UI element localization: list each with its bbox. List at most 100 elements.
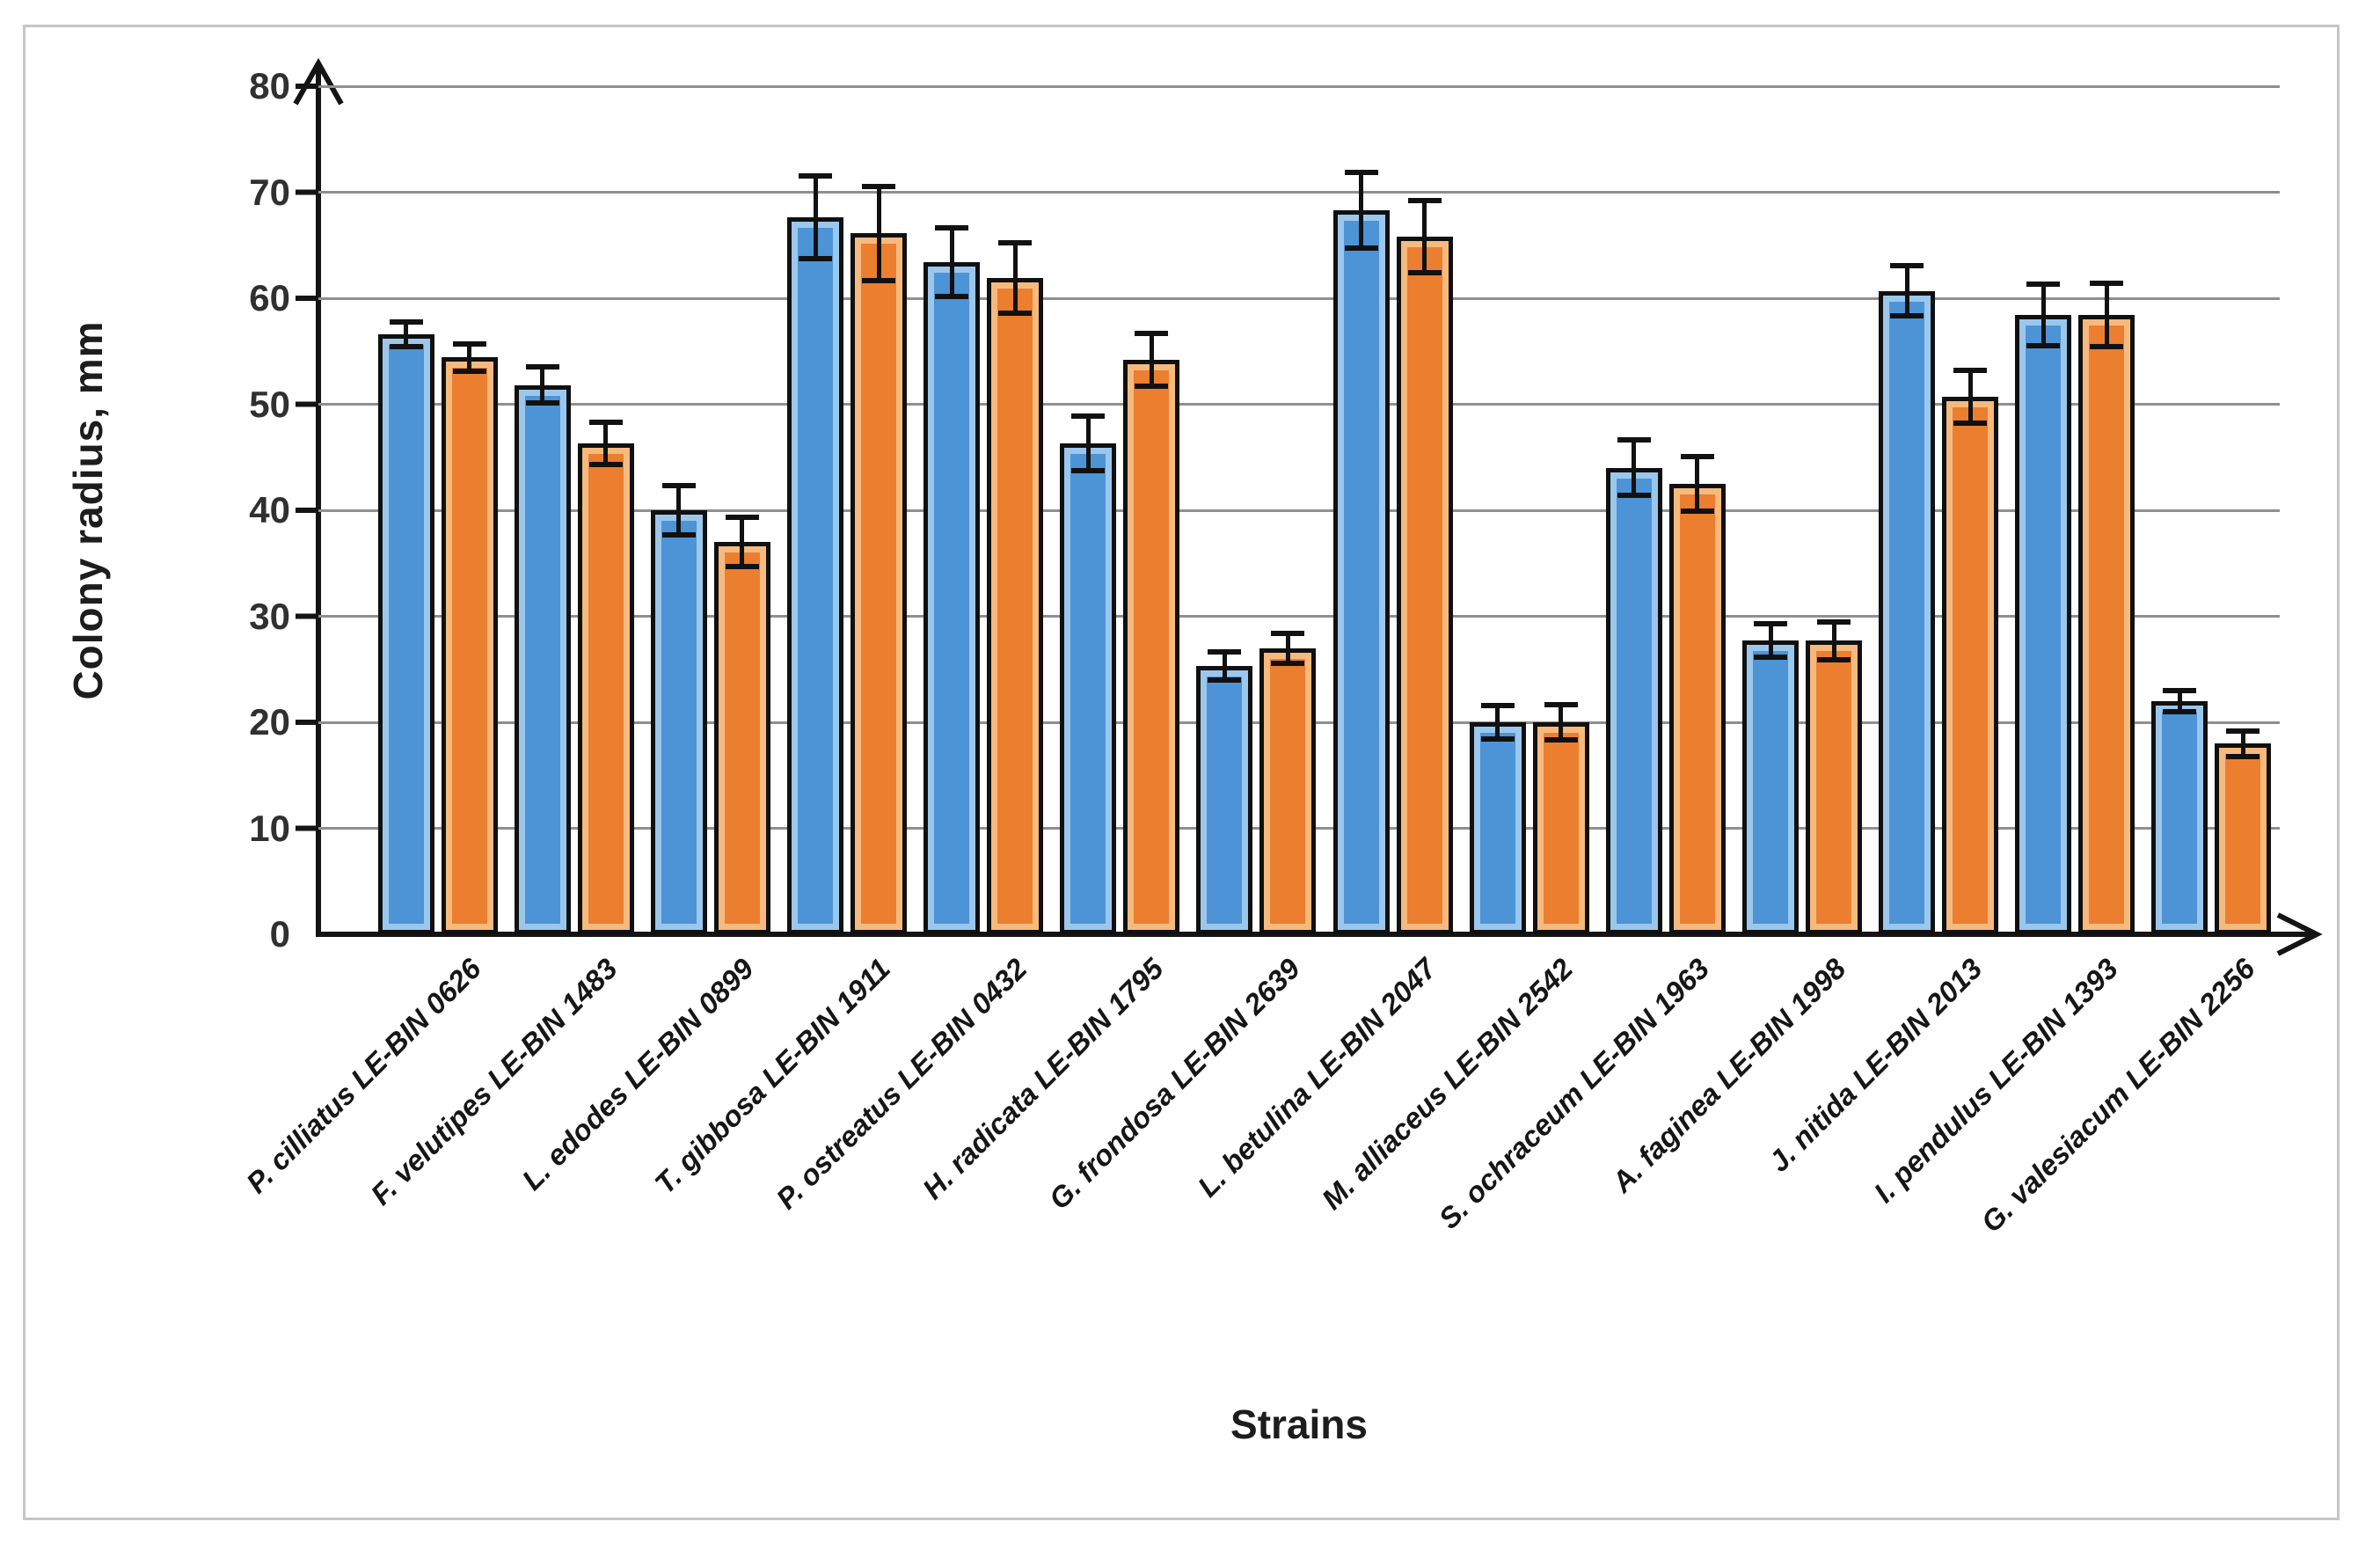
- error-bar-cap-top: [1071, 413, 1106, 419]
- gridline: [318, 615, 2280, 618]
- error-bar-cap-top: [1680, 453, 1714, 459]
- error-bar-cap-bottom: [1890, 313, 1924, 319]
- bar-blue-series: [1196, 666, 1253, 934]
- error-bar-line: [1285, 633, 1290, 663]
- error-bar-cap-top: [1271, 630, 1305, 636]
- error-bar-cap-bottom: [588, 462, 623, 468]
- error-bar-cap-bottom: [1480, 736, 1515, 743]
- error-bar-cap-top: [799, 173, 832, 179]
- error-bar-cap-top: [452, 340, 486, 347]
- bar-blue-series: [787, 217, 843, 934]
- error-bar-line: [1359, 172, 1364, 249]
- error-bar-cap-bottom: [725, 563, 759, 569]
- error-bar-line: [2177, 690, 2182, 712]
- error-bar-cap-bottom: [1407, 270, 1442, 276]
- y-tick-label: 20: [249, 701, 290, 743]
- gridline: [318, 508, 2280, 512]
- error-bar-line: [1012, 243, 1018, 313]
- gridline: [318, 84, 2280, 88]
- error-bar-cap-top: [1890, 262, 1924, 268]
- error-bar-cap-bottom: [935, 293, 969, 299]
- error-bar-line: [2041, 284, 2046, 347]
- error-bar-line: [1695, 456, 1700, 512]
- error-bar-cap-top: [2026, 282, 2061, 288]
- error-bar-line: [2104, 283, 2109, 348]
- error-bar-cap-bottom: [2226, 753, 2260, 759]
- error-bar-line: [1222, 652, 1227, 680]
- error-bar-cap-bottom: [1344, 245, 1378, 252]
- error-bar-line: [1632, 440, 1637, 496]
- bar-orange-series: [1806, 640, 1862, 934]
- error-bar-line: [1495, 705, 1500, 740]
- bar-blue-series: [1060, 443, 1117, 934]
- bar-orange-series: [2215, 743, 2272, 934]
- error-bar-line: [1904, 265, 1909, 317]
- error-bar-cap-top: [1480, 702, 1515, 708]
- bar-blue-series: [1332, 209, 1390, 934]
- bar-blue-series: [514, 384, 571, 934]
- gridline: [318, 191, 2280, 194]
- error-bar-cap-bottom: [1953, 421, 1988, 427]
- error-bar-line: [1968, 369, 1973, 424]
- error-bar-line: [813, 176, 818, 260]
- error-bar-cap-bottom: [2163, 708, 2197, 714]
- error-bar-cap-top: [1344, 169, 1378, 175]
- error-bar-cap-top: [389, 318, 423, 325]
- error-bar-cap-bottom: [998, 310, 1033, 316]
- error-bar-cap-bottom: [1071, 468, 1106, 474]
- error-bar-cap-bottom: [525, 400, 559, 406]
- error-bar-cap-top: [1617, 437, 1651, 443]
- bar-orange-series: [1396, 237, 1453, 934]
- error-bar-line: [1149, 333, 1154, 386]
- error-bar-cap-top: [935, 225, 969, 231]
- bar-blue-series: [1742, 640, 1799, 934]
- bar-blue-series: [650, 510, 707, 934]
- error-bar-line: [404, 321, 409, 348]
- bar-orange-series: [1942, 397, 1999, 934]
- error-bar-cap-bottom: [2090, 344, 2124, 350]
- error-bar-line: [540, 367, 545, 404]
- error-bar-line: [876, 187, 881, 281]
- error-bar-cap-top: [725, 515, 759, 521]
- y-tick-label: 80: [249, 65, 290, 106]
- error-bar-cap-top: [661, 483, 696, 489]
- error-bar-cap-top: [2163, 687, 2197, 693]
- error-bar-cap-top: [1407, 198, 1442, 204]
- bar-orange-series: [1532, 722, 1589, 934]
- y-axis-arrow-icon: [293, 57, 344, 106]
- error-bar-line: [1768, 623, 1773, 658]
- error-bar-cap-bottom: [1208, 677, 1242, 683]
- bar-blue-series: [2151, 700, 2208, 934]
- error-bar-cap-top: [588, 419, 623, 425]
- error-bar-cap-bottom: [2026, 343, 2061, 349]
- bar-orange-series: [1259, 647, 1317, 934]
- gridline: [318, 296, 2280, 300]
- error-bar-line: [740, 517, 745, 567]
- error-bar-line: [1831, 621, 1836, 660]
- error-bar-cap-bottom: [1271, 660, 1305, 666]
- bar-blue-series: [377, 333, 434, 934]
- bar-orange-series: [851, 233, 907, 934]
- error-bar-cap-bottom: [1754, 655, 1787, 661]
- error-bar-cap-top: [1135, 330, 1169, 336]
- error-bar-cap-top: [1544, 701, 1578, 707]
- error-bar-line: [1085, 415, 1091, 472]
- gridline: [318, 403, 2280, 406]
- error-bar-cap-bottom: [799, 256, 832, 262]
- bar-orange-series: [2078, 315, 2135, 934]
- y-tick-label: 0: [269, 913, 290, 955]
- bar-orange-series: [987, 278, 1044, 934]
- error-bar-cap-bottom: [1680, 508, 1714, 515]
- error-bar-cap-top: [1817, 618, 1851, 625]
- error-bar-cap-top: [525, 364, 559, 370]
- y-tick-label: 40: [249, 489, 290, 530]
- bar-orange-series: [713, 542, 770, 934]
- error-bar-cap-bottom: [452, 369, 486, 375]
- error-bar-cap-bottom: [1817, 656, 1851, 662]
- error-bar-line: [1559, 704, 1564, 741]
- error-bar-line: [1422, 201, 1427, 274]
- y-tick-label: 10: [249, 807, 290, 849]
- error-bar-line: [2240, 730, 2245, 757]
